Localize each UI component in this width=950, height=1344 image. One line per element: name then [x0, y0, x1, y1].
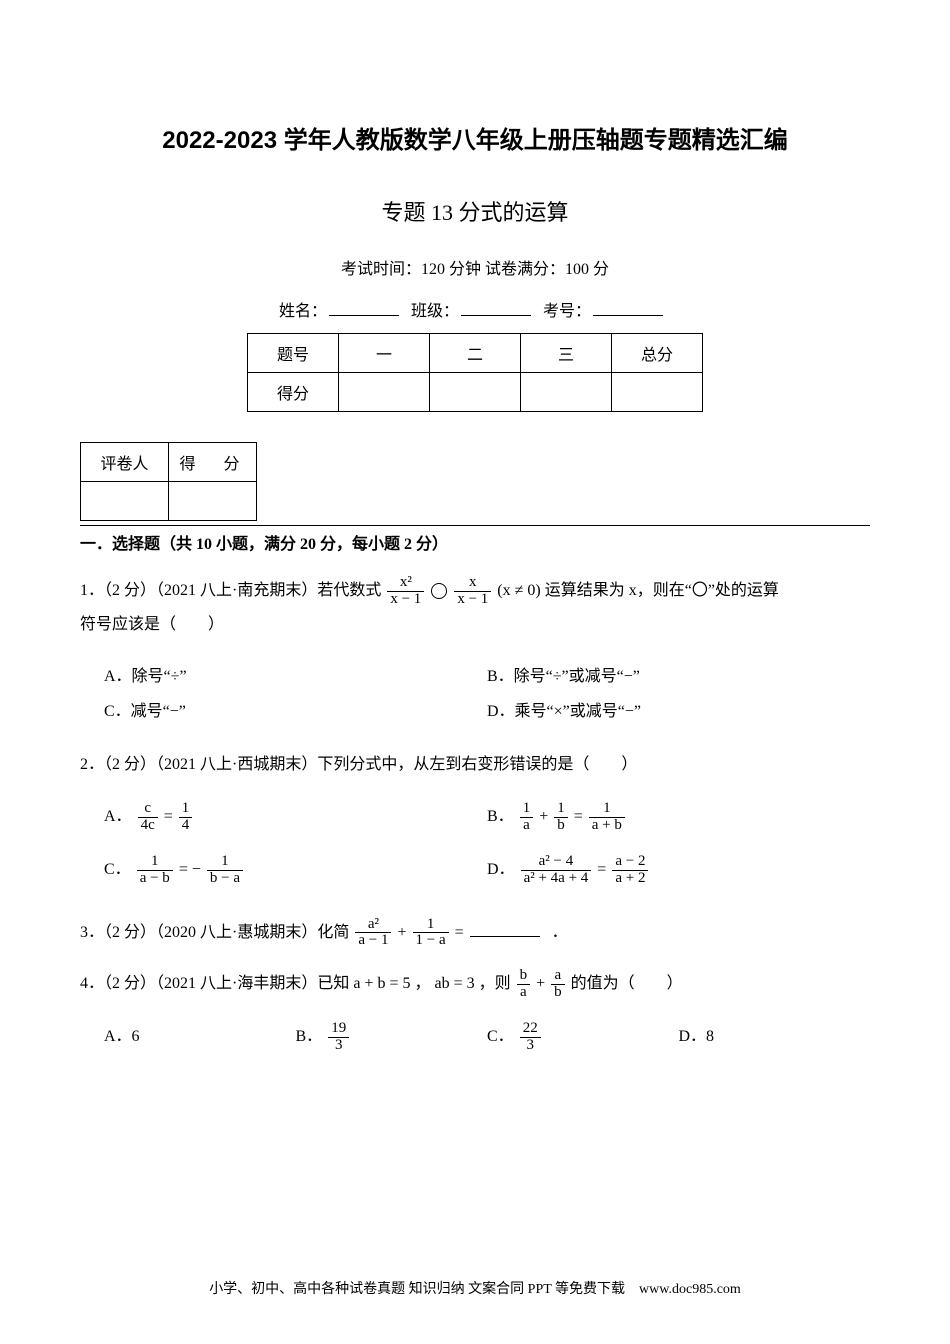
- option-b[interactable]: B． 193: [296, 1019, 488, 1054]
- fraction: x x − 1: [454, 575, 491, 608]
- option-a[interactable]: A． c4c = 14: [104, 799, 487, 834]
- fraction: c4c: [138, 801, 158, 834]
- circle-placeholder-icon: [431, 583, 447, 599]
- option-c[interactable]: C． 1a − b = − 1b − a: [104, 852, 487, 887]
- cell: 一: [339, 334, 430, 373]
- exam-page: 2022-2023 学年人教版数学八年级上册压轴题专题精选汇编 专题 13 分式…: [0, 0, 950, 1344]
- fraction: ba: [517, 968, 531, 1001]
- answer-blank[interactable]: [470, 920, 540, 937]
- class-label: 班级：: [411, 303, 459, 320]
- q1-stem-a: 1．（2 分）（2021 八上·南充期末）若代数式: [80, 582, 385, 599]
- fraction: 223: [520, 1021, 541, 1054]
- option-c[interactable]: C． 223: [487, 1019, 679, 1054]
- q1-stem-b: 运算结果为 x，则在“〇”处的运算: [545, 582, 779, 599]
- cell: 三: [521, 334, 612, 373]
- cell[interactable]: [430, 373, 521, 412]
- option-b[interactable]: B．除号“÷”或减号“−”: [487, 659, 870, 694]
- q3-stem-a: 3．（2 分）（2020 八上·惠城期末）化简: [80, 924, 353, 941]
- option-a[interactable]: A．6: [104, 1019, 296, 1054]
- class-blank[interactable]: [461, 299, 531, 316]
- id-blank[interactable]: [593, 299, 663, 316]
- q1-cond: (x ≠ 0): [497, 582, 540, 599]
- fraction: 1b: [554, 801, 568, 834]
- fraction: a²a − 1: [355, 917, 391, 950]
- grader-table: 评卷人 得 分: [80, 442, 257, 521]
- cell[interactable]: [521, 373, 612, 412]
- cell: 二: [430, 334, 521, 373]
- option-d[interactable]: D． a² − 4a² + 4a + 4 = a − 2a + 2: [487, 852, 870, 887]
- option-d[interactable]: D．8: [679, 1019, 871, 1054]
- option-d[interactable]: D．乘号“×”或减号“−”: [487, 694, 870, 729]
- q4-options: A．6 B． 193 C． 223 D．8: [104, 1019, 870, 1054]
- fraction: a² − 4a² + 4a + 4: [521, 854, 592, 887]
- cell-head: 题号: [248, 334, 339, 373]
- table-row: 题号 一 二 三 总分: [248, 334, 703, 373]
- fraction: 1a + b: [589, 801, 625, 834]
- table-row: [81, 482, 257, 521]
- fraction: 14: [179, 801, 193, 834]
- score-label: 得 分: [169, 443, 257, 482]
- name-label: 姓名：: [279, 303, 327, 320]
- fraction: 1b − a: [207, 854, 243, 887]
- student-info-row: 姓名： 班级： 考号：: [80, 297, 870, 321]
- name-blank[interactable]: [329, 299, 399, 316]
- fraction: ab: [551, 968, 565, 1001]
- score-cell[interactable]: [169, 482, 257, 521]
- question-3: 3．（2 分）（2020 八上·惠城期末）化简 a²a − 1 + 11 − a…: [80, 916, 870, 950]
- page-footer: 小学、初中、高中各种试卷真题 知识归纳 文案合同 PPT 等免费下载 www.d…: [0, 1278, 950, 1298]
- question-1: 1．（2 分）（2021 八上·南充期末）若代数式 x² x − 1 x x −…: [80, 574, 870, 641]
- cell: 总分: [612, 334, 703, 373]
- table-row: 评卷人 得 分: [81, 443, 257, 482]
- option-b[interactable]: B． 1a + 1b = 1a + b: [487, 799, 870, 834]
- q1-options: A．除号“÷” B．除号“÷”或减号“−” C．减号“−” D．乘号“×”或减号…: [104, 659, 870, 729]
- main-title: 2022-2023 学年人教版数学八年级上册压轴题专题精选汇编: [80, 120, 870, 155]
- q1-stem-c: 符号应该是（ ）: [80, 616, 224, 633]
- exam-info: 考试时间：120 分钟 试卷满分：100 分: [80, 255, 870, 279]
- fraction: x² x − 1: [387, 575, 424, 608]
- cell[interactable]: [339, 373, 430, 412]
- id-label: 考号：: [543, 303, 591, 320]
- cell[interactable]: [612, 373, 703, 412]
- question-2: 2．（2 分）（2021 八上·西城期末）下列分式中，从左到右变形错误的是（ ）: [80, 748, 870, 782]
- option-c[interactable]: C．减号“−”: [104, 694, 487, 729]
- fraction: 193: [328, 1021, 349, 1054]
- grader-cell[interactable]: [81, 482, 169, 521]
- q2-options: A． c4c = 14 B． 1a + 1b = 1a + b C． 1a − …: [104, 799, 870, 887]
- fraction: 11 − a: [413, 917, 449, 950]
- grader-label: 评卷人: [81, 443, 169, 482]
- fraction: 1a − b: [137, 854, 173, 887]
- cell-head: 得分: [248, 373, 339, 412]
- section-1-heading: 一．选择题（共 10 小题，满分 20 分，每小题 2 分）: [80, 525, 870, 554]
- q4-stem-a: 4．（2 分）（2021 八上·海丰期末）已知 a + b = 5 ， ab =…: [80, 975, 515, 992]
- question-4: 4．（2 分）（2021 八上·海丰期末）已知 a + b = 5 ， ab =…: [80, 967, 870, 1001]
- option-a[interactable]: A．除号“÷”: [104, 659, 487, 694]
- fraction: 1a: [520, 801, 534, 834]
- score-table: 题号 一 二 三 总分 得分: [247, 333, 703, 412]
- fraction: a − 2a + 2: [612, 854, 648, 887]
- table-row: 得分: [248, 373, 703, 412]
- sub-title: 专题 13 分式的运算: [80, 195, 870, 227]
- q4-stem-b: 的值为（ ）: [571, 975, 683, 992]
